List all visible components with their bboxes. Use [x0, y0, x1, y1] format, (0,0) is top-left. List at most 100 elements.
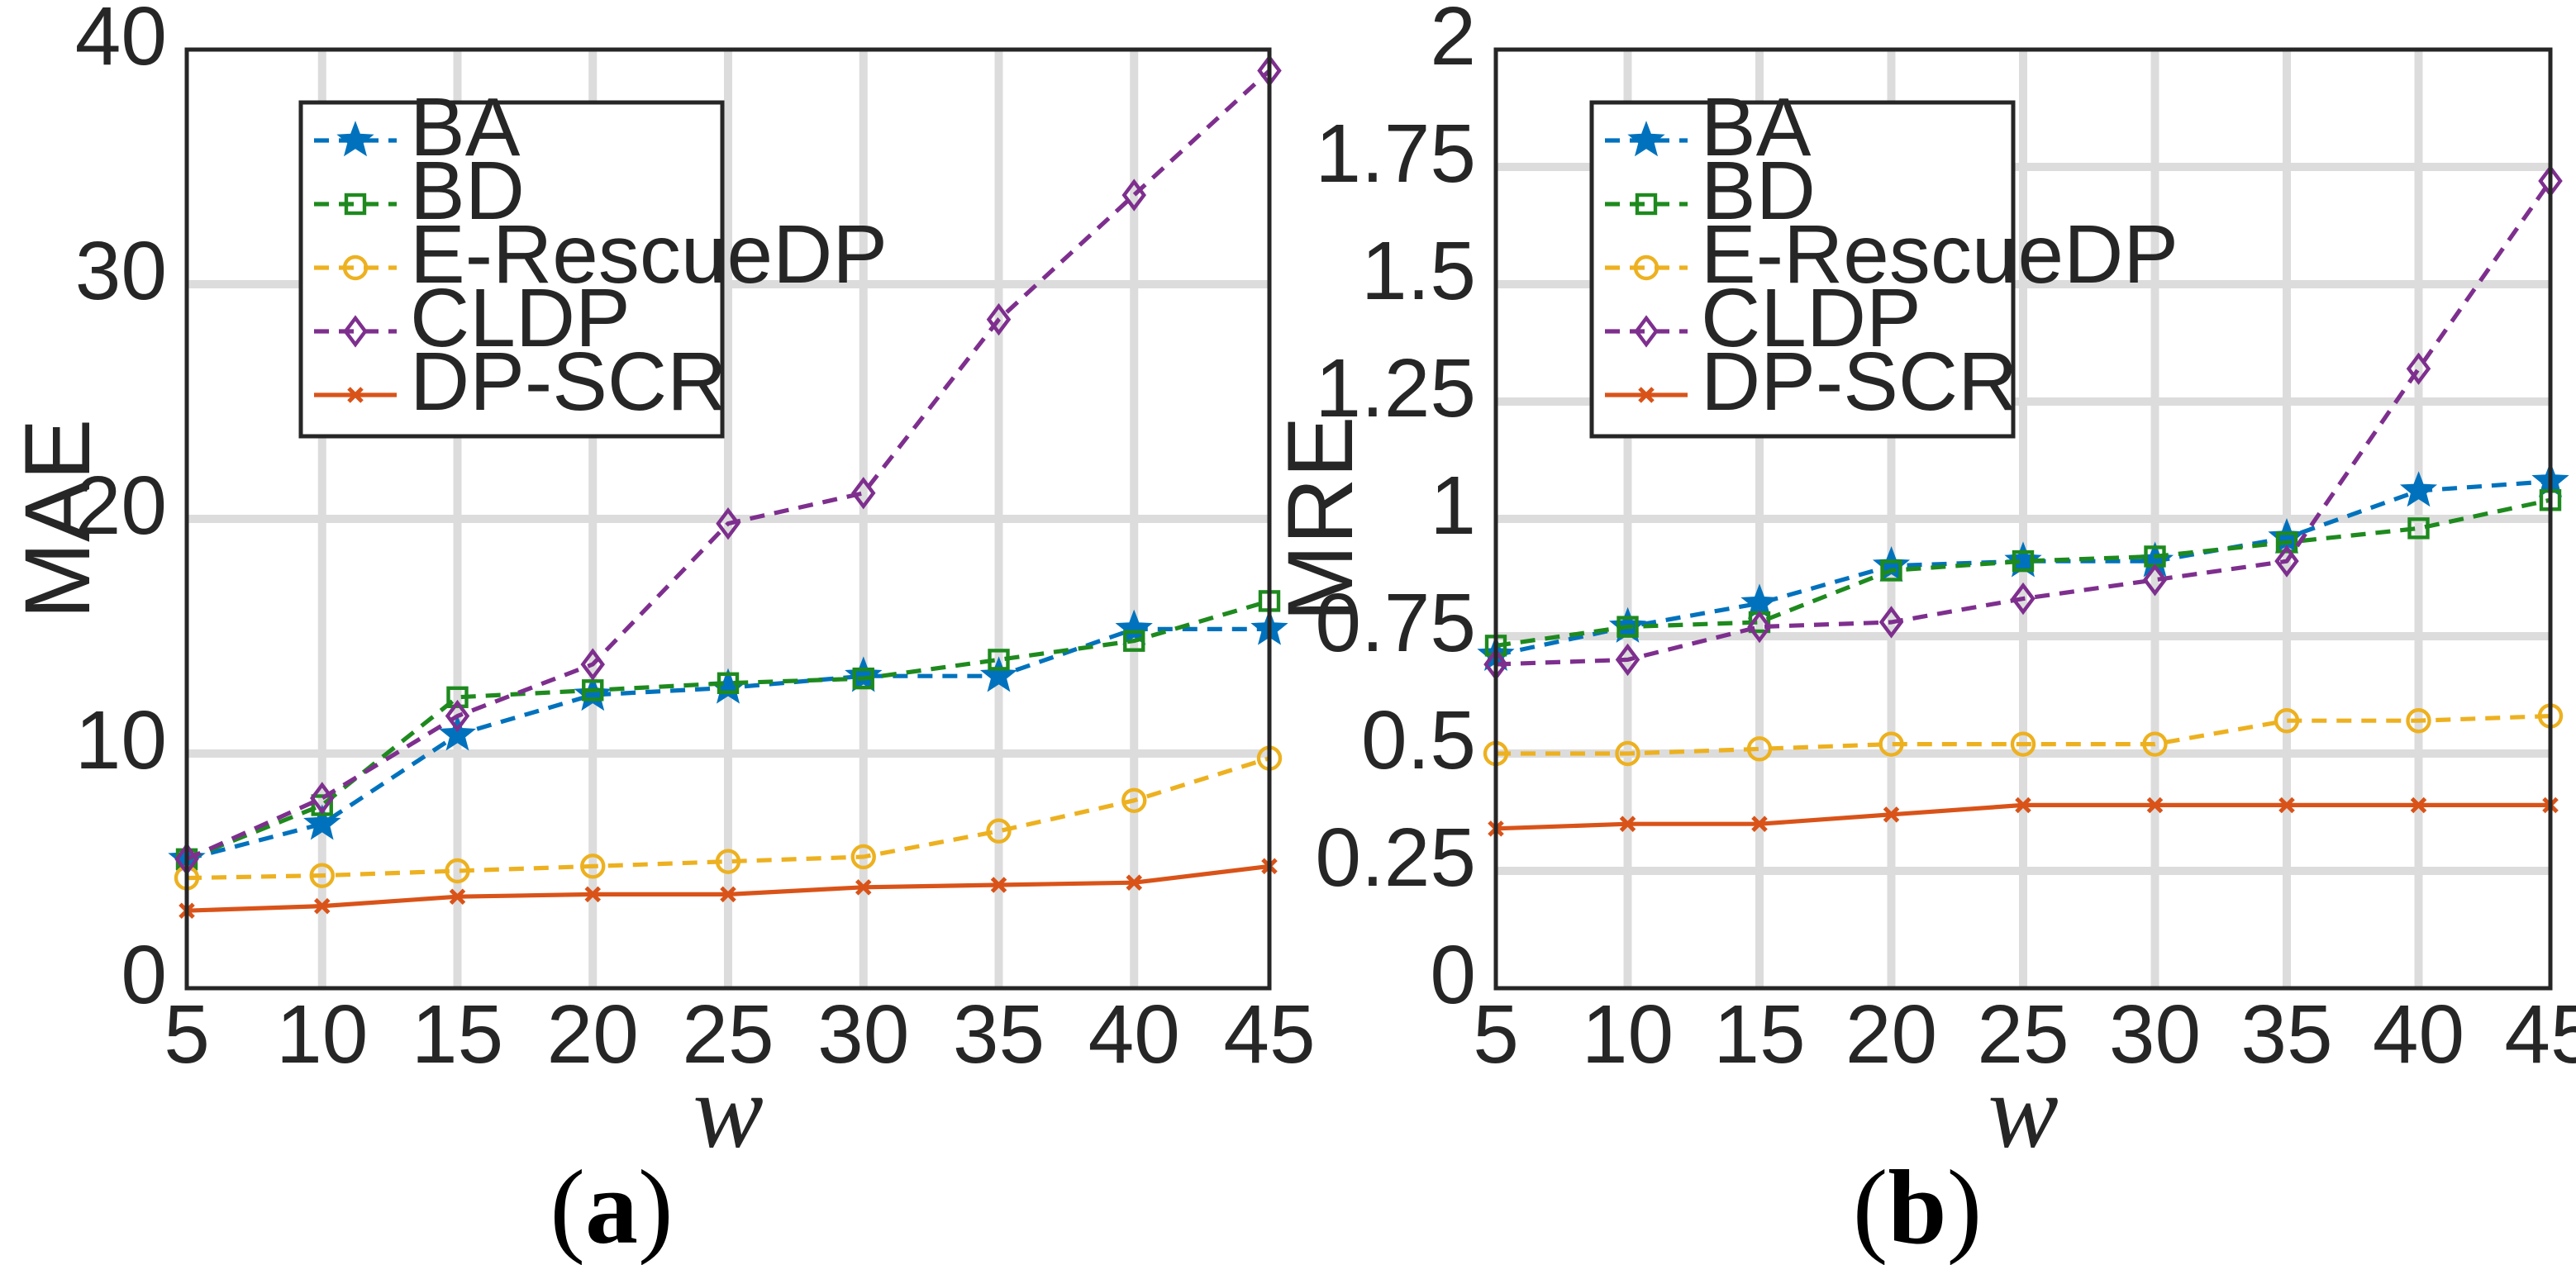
data-point [845, 656, 883, 692]
x-axis-label: w [693, 1053, 763, 1170]
legend-marker [344, 193, 367, 216]
x-tick-label: 45 [2504, 988, 2576, 1081]
data-point [1746, 736, 1773, 762]
x-tick-label: 5 [164, 988, 210, 1081]
data-point [2406, 352, 2431, 385]
data-point [303, 804, 341, 840]
data-point [1872, 546, 1911, 583]
legend-item: BA [1605, 81, 1812, 174]
y-tick-label: 0.25 [1315, 811, 1476, 904]
data-point [850, 844, 876, 870]
data-point [2275, 531, 2298, 554]
data-point [1121, 787, 1147, 813]
data-point [310, 782, 335, 815]
data-point [2010, 731, 2036, 757]
legend-item: E-RescueDP [314, 208, 888, 301]
data-point [988, 649, 1010, 671]
data-point [2406, 708, 2431, 734]
data-point [1883, 806, 1900, 823]
y-tick-label: 20 [75, 459, 167, 552]
series-cldp [1483, 164, 2563, 681]
data-point [1121, 178, 1146, 212]
x-tick-label: 25 [682, 988, 774, 1081]
data-point [986, 818, 1012, 844]
data-point [580, 854, 606, 879]
data-point [2012, 549, 2035, 573]
data-point [720, 886, 736, 903]
legend-marker [336, 121, 374, 157]
data-point [1878, 731, 1904, 757]
data-point [2015, 797, 2031, 814]
data-point [449, 888, 466, 906]
data-point [2278, 797, 2295, 814]
x-tick-label: 30 [817, 988, 909, 1081]
legend-marker [343, 315, 368, 348]
x-tick-label: 40 [1088, 988, 1180, 1081]
y-tick-label: 10 [75, 694, 167, 787]
x-tick-label: 15 [1713, 988, 1805, 1081]
data-point [584, 886, 602, 903]
series-line [1495, 497, 2551, 648]
legend-item: BD [314, 145, 525, 237]
x-tick-label: 25 [1977, 988, 2069, 1081]
data-point [2274, 545, 2299, 578]
legend-marker [1634, 315, 1659, 348]
data-point [1619, 816, 1636, 832]
data-point [1615, 643, 1640, 677]
y-tick-label: 2 [1430, 0, 1476, 83]
data-point [1615, 740, 1640, 767]
legend-marker [1635, 193, 1658, 216]
data-point [1126, 874, 1143, 891]
data-point [2274, 708, 2300, 734]
y-tick-label: 1.75 [1315, 107, 1476, 200]
x-tick-label: 10 [1582, 988, 1674, 1081]
x-tick-label: 5 [1473, 988, 1519, 1081]
legend-item: E-RescueDP [1605, 208, 2178, 301]
data-point [1880, 559, 1902, 582]
subfigure-caption: (a) [550, 1148, 673, 1265]
series-dp-scr [1488, 797, 2559, 837]
legend-label: DP-SCR [410, 335, 726, 428]
data-point [979, 656, 1018, 692]
legend-item: BD [1605, 145, 1816, 237]
data-point [716, 507, 740, 540]
legend-item: BA [314, 81, 521, 174]
y-axis-label: MAE [6, 419, 109, 620]
data-point [1747, 610, 1772, 644]
legend-marker [347, 387, 364, 403]
y-tick-label: 0.5 [1361, 694, 1476, 787]
series-line [185, 69, 1271, 862]
series-line [1496, 714, 2551, 756]
legend-label: BA [410, 81, 521, 174]
data-point [2142, 731, 2168, 757]
legend-label: DP-SCR [1701, 335, 2017, 428]
data-point [990, 877, 1007, 893]
legend-item: CLDP [1605, 272, 1921, 364]
data-point [855, 879, 872, 896]
x-tick-label: 40 [2373, 988, 2464, 1081]
y-tick-label: 1.25 [1315, 342, 1476, 435]
data-point [1617, 616, 1639, 638]
chart-panel-a: 5 10 15 20 25 30 35 40 45 0 10 20 30 40 MAE w(a) BABDE-R… [6, 0, 1316, 1265]
chart-panel-b: 5 10 15 20 25 30 35 40 45 0 0.25 0.5 0.75 1 1.25 1.5 1.7… [1269, 0, 2576, 1265]
data-point [445, 858, 470, 884]
x-tick-label: 35 [2240, 988, 2332, 1081]
y-tick-label: 40 [75, 0, 167, 83]
data-point [2407, 517, 2430, 540]
legend-label: BD [410, 145, 525, 237]
y-tick-label: 0.75 [1315, 577, 1476, 669]
series-line [186, 756, 1270, 881]
data-point [986, 302, 1012, 336]
data-point [1123, 630, 1145, 652]
legend-label: CLDP [1701, 272, 1921, 364]
data-point [851, 477, 876, 510]
y-tick-label: 30 [75, 225, 167, 317]
data-point [313, 897, 331, 915]
legend-label: CLDP [410, 272, 631, 364]
x-tick-label: 30 [2109, 988, 2201, 1081]
x-tick-label: 35 [953, 988, 1045, 1081]
y-tick-label: 0 [121, 929, 167, 1021]
data-point [1751, 816, 1768, 832]
